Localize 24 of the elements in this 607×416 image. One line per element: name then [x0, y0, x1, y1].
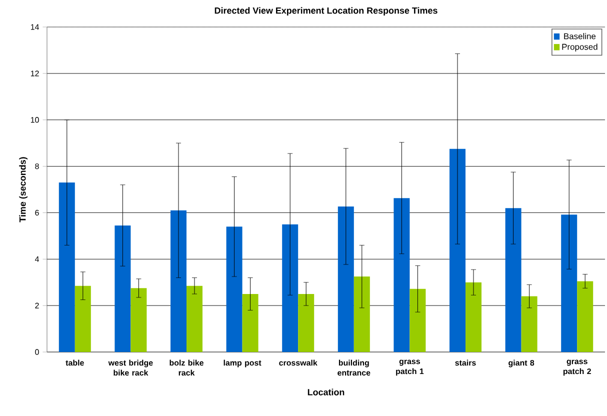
- bar: [226, 226, 242, 352]
- bar: [170, 210, 186, 352]
- legend-label: Baseline: [564, 33, 596, 40]
- bar: [466, 282, 482, 352]
- bar: [186, 286, 202, 352]
- y-axis-title: Time (seconds): [19, 157, 28, 222]
- bar: [114, 225, 131, 352]
- bar: [505, 208, 522, 352]
- bar: [298, 294, 314, 352]
- bar: [410, 288, 426, 352]
- bar: [521, 296, 538, 352]
- bar: [561, 214, 578, 352]
- chart-title: Directed View Experiment Location Response Times: [214, 7, 438, 16]
- bar: [58, 182, 75, 352]
- bar: [354, 276, 370, 352]
- x-axis-title: Location: [308, 388, 344, 396]
- bar: [242, 294, 258, 352]
- bar: [130, 288, 147, 352]
- bar: [394, 198, 410, 352]
- bar: [338, 206, 354, 352]
- bar: [577, 281, 594, 352]
- legend-label: Proposed: [562, 44, 598, 52]
- bar: [450, 148, 466, 352]
- bar: [74, 286, 91, 352]
